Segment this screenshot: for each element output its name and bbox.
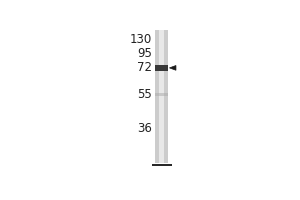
Text: 55: 55 [137, 88, 152, 101]
Bar [155, 65, 168, 71]
Text: 95: 95 [137, 47, 152, 60]
Text: 130: 130 [130, 33, 152, 46]
Text: 72: 72 [137, 61, 152, 74]
Polygon shape [169, 66, 176, 70]
Text: 36: 36 [137, 122, 152, 135]
Bar [159, 30, 164, 163]
Bar [155, 93, 168, 96]
Bar [155, 30, 168, 163]
